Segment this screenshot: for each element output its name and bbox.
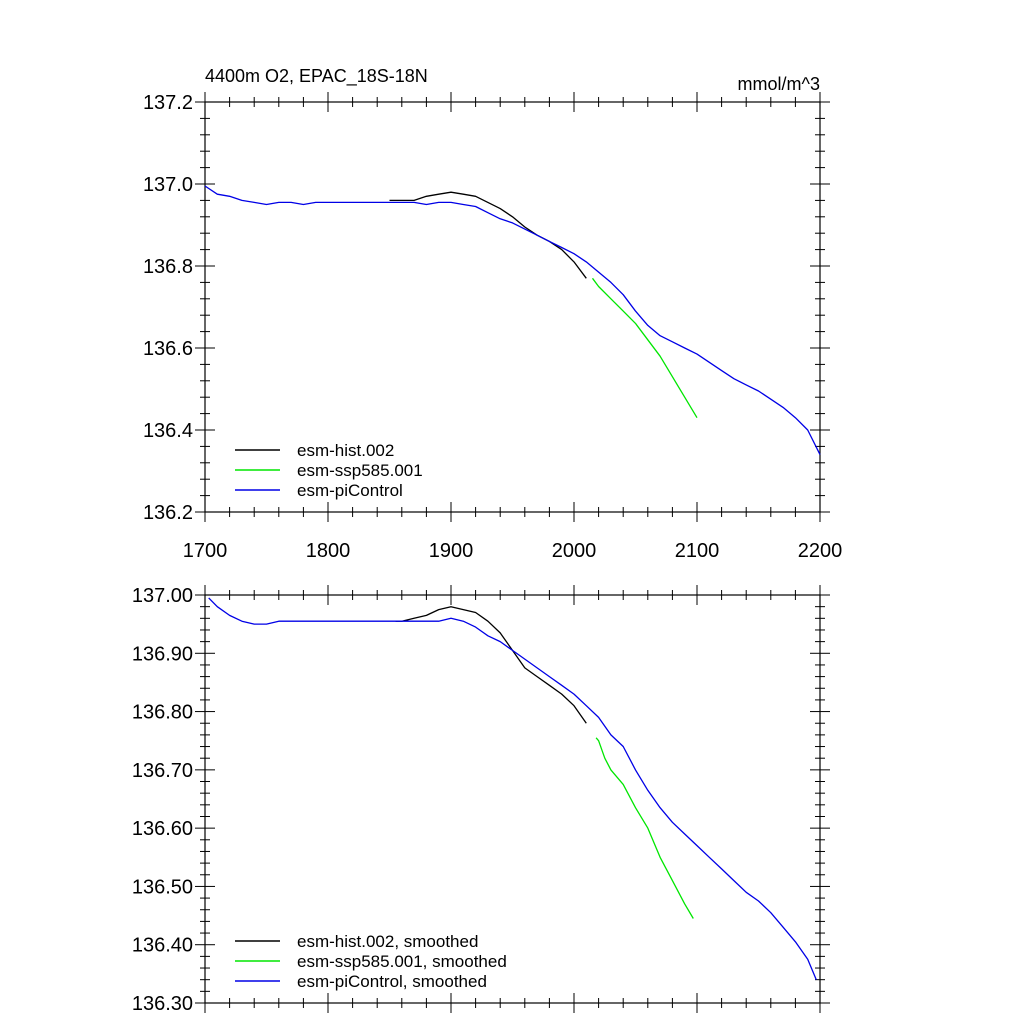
panel-1-x-tick-label: 2200 [798, 540, 843, 562]
panel-1-x-tick-label: 2100 [675, 540, 720, 562]
panel-2-y-tick-label: 136.70 [132, 760, 193, 782]
panel-2-legend-label-1: esm-hist.002, smoothed [297, 932, 478, 951]
panel-1-legend-label-2: esm-ssp585.001 [297, 461, 423, 480]
panel-1-legend-label-1: esm-hist.002 [297, 441, 394, 460]
panel-1-y-tick-label: 137.2 [143, 92, 193, 114]
panel-2-series-line-3 [208, 597, 817, 980]
panel-1-x-tick-label: 2000 [552, 540, 597, 562]
panel-1-series-line-1 [389, 191, 587, 279]
panel-1-y-tick-label: 136.4 [143, 420, 193, 442]
panel-2-y-tick-label: 136.90 [132, 643, 193, 665]
panel-2-legend-label-2: esm-ssp585.001, smoothed [297, 952, 507, 971]
panel-1-x-tick-label: 1800 [306, 540, 351, 562]
panel-2-series-line-1 [395, 606, 587, 724]
panel-1-plot-frame [204, 101, 821, 513]
panel-2-y-tick-label: 136.30 [132, 993, 193, 1015]
panel-1-y-tick-label: 136.8 [143, 256, 193, 278]
panel-2-legend-label-3: esm-piControl, smoothed [297, 972, 487, 991]
panel-1-series-line-3 [204, 185, 821, 455]
panel-1-units-label: mmol/m^3 [738, 74, 820, 94]
panel-1-chart-title: 4400m O2, EPAC_18S-18N [205, 66, 428, 87]
panel-1-y-tick-label: 136.2 [143, 502, 193, 524]
panel-2-y-tick-label: 136.80 [132, 702, 193, 724]
panel-2-y-tick-label: 137.00 [132, 585, 193, 607]
panel-2-y-tick-label: 136.40 [132, 935, 193, 957]
panel-1-series-line-2 [591, 277, 698, 419]
panel-1-y-tick-label: 137.0 [143, 174, 193, 196]
panel-2-series-line-2 [595, 737, 694, 919]
panel-1-legend-label-3: esm-piControl [297, 481, 403, 500]
panel-1-x-tick-label: 1900 [429, 540, 474, 562]
panel-2-plot-frame [204, 594, 821, 1004]
panel-1-x-tick-label: 1700 [183, 540, 228, 562]
panel-1-y-tick-label: 136.6 [143, 338, 193, 360]
panel-2-y-tick-label: 136.50 [132, 876, 193, 898]
panel-2-y-tick-label: 136.60 [132, 818, 193, 840]
